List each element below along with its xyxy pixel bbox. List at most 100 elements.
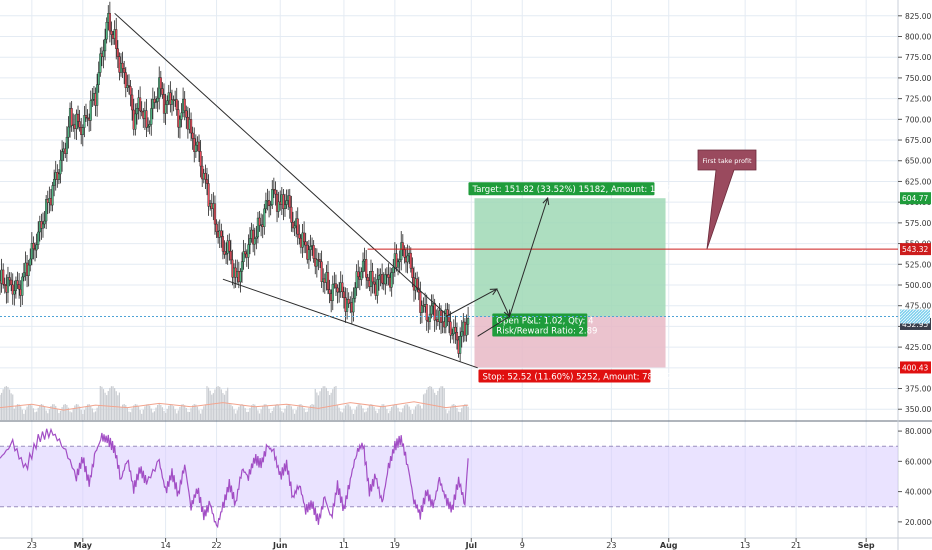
candle-body (159, 77, 162, 89)
candle-body (13, 290, 16, 295)
candle-body (86, 117, 89, 119)
price-badge-label[interactable]: 400.43 (902, 363, 928, 372)
candle-body (105, 22, 108, 40)
time-axis[interactable]: 23 May 14 22 Jun 11 19 Jul 9 23 Aug 13 21 Sep (27, 538, 875, 550)
price-badge-label[interactable]: 543.32 (902, 245, 928, 254)
candle-body (18, 284, 21, 290)
price-axis[interactable]: 80.0000 60.0000 40.0000 20.0000 825.00 800.00… (898, 12, 932, 527)
candle-body (395, 253, 398, 268)
candle-body (145, 110, 148, 128)
projection-path[interactable] (445, 197, 549, 318)
price-tick-label: 700.00 (905, 115, 931, 124)
candle-body (110, 30, 113, 35)
candle-body (303, 232, 306, 242)
candle-body (8, 277, 11, 281)
candle-body (298, 233, 301, 239)
candle-body (215, 223, 218, 232)
candle-body (148, 124, 151, 127)
candle-body (282, 194, 285, 210)
candle-body (76, 113, 80, 122)
wedge-upper-trendline[interactable] (114, 12, 447, 315)
candle-body (240, 261, 244, 272)
time-tick-label: 23 (606, 541, 616, 550)
price-badge[interactable] (900, 192, 931, 205)
callout-text[interactable]: First take profit (702, 157, 752, 165)
candle-body (204, 173, 207, 180)
candle-body (177, 109, 180, 128)
candle-body (242, 251, 245, 262)
risk-reward-label[interactable]: Risk/Reward Ratio: 2.89 (496, 326, 597, 336)
candle-body (116, 48, 119, 57)
time-tick-label: Aug (660, 541, 678, 550)
price-tick-label: 775.00 (905, 53, 931, 62)
candle-body (371, 271, 374, 283)
candle-body (409, 252, 412, 269)
candle-body (357, 271, 360, 278)
candle-body (29, 258, 32, 266)
callout-bubble[interactable] (697, 149, 757, 250)
candle-body (180, 112, 183, 120)
chart-drawings[interactable]: First take profit (0, 12, 898, 369)
candle-body (420, 305, 424, 313)
candle-body (455, 332, 459, 341)
pnl-label[interactable]: Open P&L: 1.02, Qty: 4 (496, 316, 593, 326)
price-tick-label: 575.00 (905, 219, 931, 228)
rsi-band (0, 446, 898, 507)
price-tick-label: 500.00 (905, 281, 931, 290)
candle-body (103, 38, 107, 52)
candle-body (121, 62, 124, 69)
stop-label-bg[interactable] (478, 369, 651, 383)
candle-body (449, 321, 452, 336)
candle-body (451, 333, 454, 336)
price-badge-label[interactable]: 604.77 (902, 194, 928, 203)
candle-body (377, 275, 381, 280)
candle-body (309, 246, 312, 250)
price-tick-label: 350.00 (905, 405, 931, 414)
long-position-tool[interactable]: Target: 151.82 (33.52%) 15182, Amount: 1… (468, 182, 685, 383)
candle-body (41, 223, 45, 229)
price-tick-label: 725.00 (905, 95, 931, 104)
projection-down-path[interactable] (477, 316, 510, 337)
candle-body (154, 101, 158, 103)
time-tick-label: Jul (465, 541, 478, 550)
price-badge[interactable] (900, 243, 931, 256)
candlestick-series (0, 1, 470, 362)
candle-body (108, 13, 111, 32)
candle-body (419, 291, 422, 313)
candle-body (411, 267, 414, 278)
candle-body (10, 279, 13, 286)
candle-body (81, 127, 84, 135)
target-label[interactable]: Target: 151.82 (33.52%) 15182, Amount: 1… (471, 185, 685, 195)
candle-body (70, 108, 73, 126)
candle-body (401, 242, 404, 251)
price-tick-label: 475.00 (905, 302, 931, 311)
candle-body (185, 110, 188, 118)
candle-body (45, 199, 48, 222)
candle-body (84, 115, 88, 118)
candle-body (201, 165, 204, 180)
current-price-marker (900, 309, 930, 324)
candle-body (365, 259, 368, 278)
target-zone[interactable] (474, 198, 666, 317)
candle-body (169, 92, 172, 105)
time-tick-label: 13 (740, 541, 750, 550)
target-label-bg[interactable] (468, 182, 655, 196)
candle-body (3, 284, 6, 286)
candle-body (134, 113, 137, 130)
candle-body (59, 159, 62, 175)
candle-body (392, 267, 395, 273)
wedge-lower-trendline[interactable] (222, 278, 478, 369)
candle-body (336, 287, 339, 293)
pnl-label-bg[interactable] (492, 313, 588, 337)
candle-body (191, 132, 194, 139)
candle-body (291, 222, 295, 229)
candle-body (460, 331, 463, 337)
candle-body (381, 274, 384, 284)
price-badge-label[interactable]: 452.95 (902, 320, 928, 329)
candle-body (428, 313, 431, 322)
price-badge[interactable] (900, 361, 931, 374)
candle-body (32, 243, 35, 249)
stop-label[interactable]: Stop: 52.52 (11.60%) 5252, Amount: 789.9… (482, 372, 671, 382)
time-tick-label: 14 (160, 541, 170, 550)
